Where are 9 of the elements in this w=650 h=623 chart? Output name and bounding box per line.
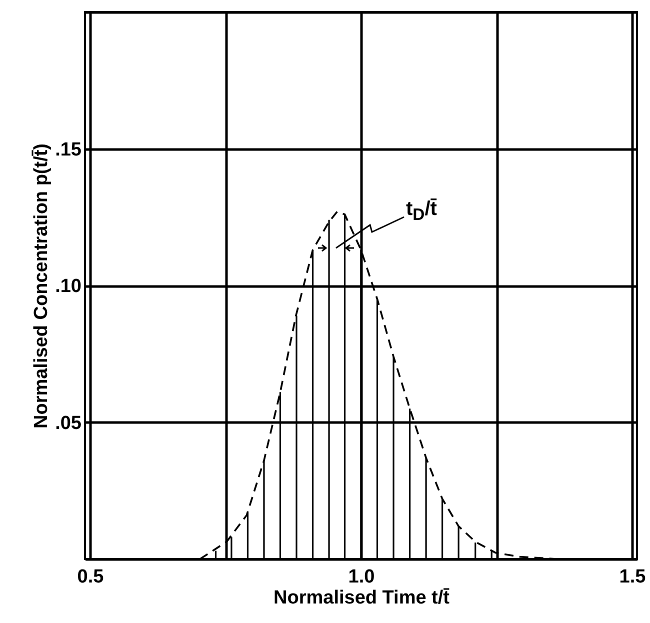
x-tick-label: 1.5 (619, 566, 646, 588)
y-tick-label: .05 (55, 412, 82, 434)
x-tick-label: 0.5 (77, 566, 104, 588)
y-axis-title: Normalised Concentration p(t/t̄) (31, 143, 52, 429)
x-axis-title: Normalised Time t/t̄ (274, 588, 450, 608)
x-tick-label: 1.0 (348, 566, 375, 588)
y-tick-label: .15 (55, 139, 82, 160)
annotation: t$_{D}$/t̄ (406, 198, 437, 225)
y-tick-label: .10 (55, 276, 82, 297)
